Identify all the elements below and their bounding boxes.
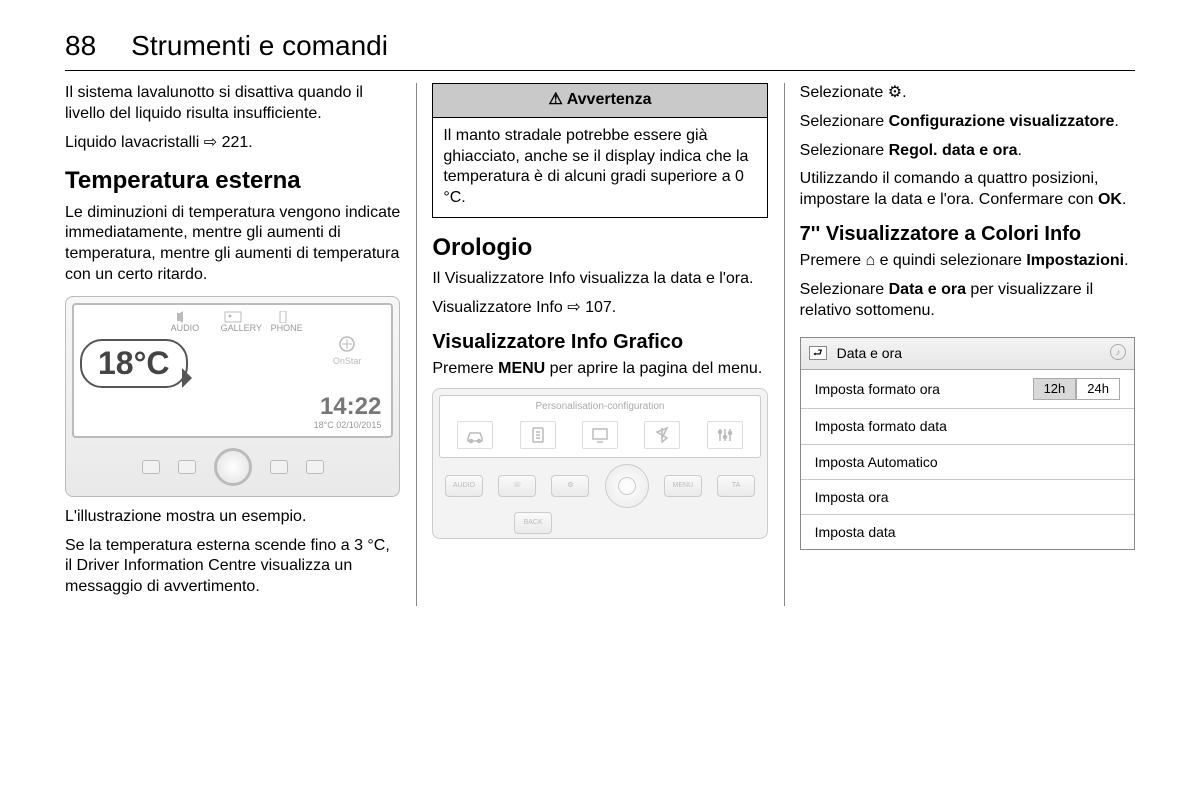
menu-image: Personalisation-configuration AUDIO ☏ ⚙ … [432,388,767,539]
phone-icon: PHONE [271,311,295,333]
settings-menu: ⮐ Data e ora ♪ Imposta formato ora 12h24h… [800,337,1135,550]
settings-title: Data e ora [837,344,902,362]
lang-icon [520,421,556,449]
settings-row-label: Imposta Automatico [815,453,938,471]
page-number: 88 [65,30,96,62]
column-3: Selezionate ⚙. Selezionare Configurazion… [800,83,1135,606]
panel-button [306,460,324,474]
body-text: Visualizzatore Info ⇨ 107. [432,298,767,319]
gallery-icon: GALLERY [221,311,245,333]
body-text: Il Visualizzatore Info visualizza la dat… [432,269,767,290]
display-screen: AUDIO GALLERY PHONE OnStar 18°C 14:22 18… [72,303,393,438]
rotary-knob [214,448,252,486]
subsection-heading: Visualizzatore Info Grafico [432,329,767,355]
body-text: Le diminuzioni di temperatura vengono in… [65,203,400,286]
settings-row-label: Imposta ora [815,488,889,506]
temperature-callout: 18°C [80,339,188,389]
page-header: 88 Strumenti e comandi [65,30,1135,71]
onstar-icon: OnStar [333,335,362,368]
chapter-title: Strumenti e comandi [131,30,388,62]
bluetooth-icon [644,421,680,449]
menu-icons-row [444,417,755,453]
icon-row: AUDIO GALLERY PHONE [80,311,385,335]
segment-option[interactable]: 12h [1033,378,1077,401]
control-panel [72,448,393,486]
body-text: Selezionare Data e ora per visualizzare … [800,280,1135,322]
settings-row[interactable]: Imposta formato data [801,409,1134,444]
settings-row[interactable]: Imposta Automatico [801,445,1134,480]
audio-button: AUDIO [445,475,483,497]
panel-button [270,460,288,474]
body-text: Selezionate ⚙. [800,83,1135,104]
infotainment-image: AUDIO GALLERY PHONE OnStar 18°C 14:22 18… [65,296,400,497]
subsection-heading: 7'' Visualizzatore a Colori Info [800,221,1135,247]
settings-row[interactable]: Imposta ora [801,480,1134,515]
body-text: Selezionare Configurazione visualizzator… [800,112,1135,133]
body-text: L'illustrazione mostra un esempio. [65,507,400,528]
settings-button: ⚙ [551,475,589,497]
menu-screen: Personalisation-configuration [439,395,760,458]
body-text: Il sistema lavalunotto si disattiva quan… [65,83,400,125]
settings-row-label: Imposta formato ora [815,380,940,398]
dpad [605,464,649,508]
settings-header: ⮐ Data e ora ♪ [801,338,1134,369]
body-text: Premere MENU per aprire la pagina del me… [432,359,767,380]
section-heading: Orologio [432,232,767,263]
warning-body: Il manto stradale potrebbe essere già gh… [433,118,766,217]
settings-row-label: Imposta formato data [815,417,947,435]
back-icon[interactable]: ⮐ [809,346,827,360]
note-icon: ♪ [1110,344,1126,360]
segmented-control[interactable]: 12h24h [1033,378,1120,401]
body-text: Selezionare Regol. data e ora. [800,141,1135,162]
clock-date: 18°C 02/10/2015 [314,420,382,432]
warning-box: ⚠ Avvertenza Il manto stradale potrebbe … [432,83,767,218]
clock-time: 14:22 [320,391,381,422]
ta-button: TA [717,475,755,497]
column-1: Il sistema lavalunotto si disattiva quan… [65,83,400,606]
settings-row-label: Imposta data [815,523,896,541]
panel-button [178,460,196,474]
audio-icon: AUDIO [171,311,195,333]
warning-heading: ⚠ Avvertenza [433,84,766,118]
menu-button: MENU [664,475,702,497]
column-2: ⚠ Avvertenza Il manto stradale potrebbe … [432,83,767,606]
button-row-2: BACK [439,512,760,534]
settings-row[interactable]: Imposta formato ora 12h24h [801,370,1134,410]
car-icon [457,421,493,449]
phone-button: ☏ [498,475,536,497]
menu-screen-title: Personalisation-configuration [444,400,755,413]
back-button: BACK [514,512,552,534]
body-text: Premere ⌂ e quindi selezionare Impostazi… [800,251,1135,272]
sliders-icon [707,421,743,449]
body-text: Se la temperatura esterna scende fino a … [65,536,400,598]
display-icon [582,421,618,449]
content-columns: Il sistema lavalunotto si disattiva quan… [65,83,1135,606]
body-text: Liquido lavacristalli ⇨ 221. [65,133,400,154]
body-text: Utilizzando il comando a quattro posizio… [800,169,1135,211]
settings-row[interactable]: Imposta data [801,515,1134,549]
button-row-1: AUDIO ☏ ⚙ MENU TA [439,464,760,508]
panel-button [142,460,160,474]
segment-option[interactable]: 24h [1076,378,1120,401]
section-heading: Temperatura esterna [65,165,400,196]
